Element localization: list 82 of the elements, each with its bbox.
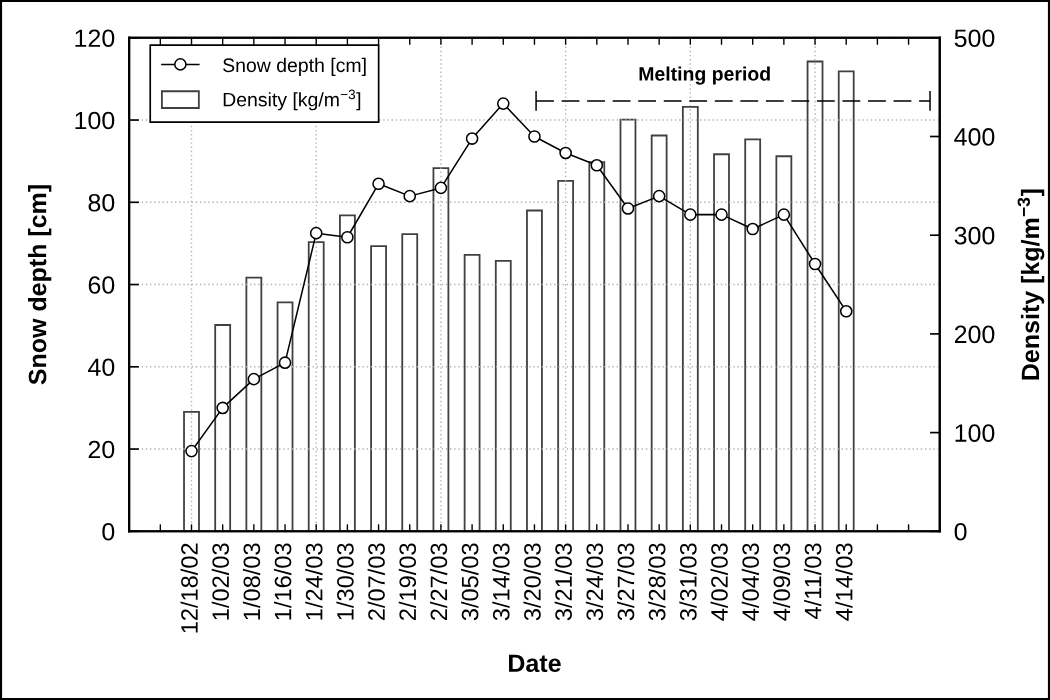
bar	[494, 259, 512, 532]
x-tick-label: 2/07/03	[367, 543, 385, 620]
bar	[650, 134, 668, 532]
y-tick-label: 40	[88, 358, 115, 377]
x-tick-label: 1/16/03	[274, 543, 292, 620]
x-tick-label: 2/27/03	[429, 543, 448, 620]
point	[185, 444, 198, 458]
y2-tick-label: 300	[954, 226, 995, 245]
y2-tick-label: 200	[954, 325, 995, 344]
point	[590, 158, 604, 172]
y-tick-label: 20	[88, 440, 115, 459]
point	[496, 97, 510, 110]
x-tick-label: 3/31/03	[679, 543, 697, 621]
bar	[837, 70, 855, 532]
bar	[619, 118, 637, 532]
point	[839, 304, 853, 318]
point	[528, 130, 541, 143]
y-axis-title: Snow depth [cm]	[28, 185, 52, 385]
bar	[245, 276, 263, 532]
point	[216, 401, 230, 415]
x-tick-label: 4/04/03	[741, 543, 760, 621]
legend-label: Snow depth [cm]	[223, 57, 366, 76]
point	[777, 208, 791, 221]
point	[309, 226, 323, 240]
x-tick-label: 12/18/02	[180, 543, 198, 633]
annotation: Melting period	[639, 66, 770, 85]
x-tick-label: 1/30/03	[336, 543, 354, 620]
point	[247, 372, 261, 386]
y-tick-label: 100	[75, 111, 115, 130]
y2-tick-label: 0	[954, 522, 967, 541]
x-tick-label: 3/24/03	[585, 543, 604, 621]
y-tick-label: 80	[88, 193, 115, 212]
legend-label: Density [kg/m$^{−3}$]	[223, 89, 361, 111]
x-tick-label: 3/28/03	[648, 543, 666, 621]
bar	[183, 410, 200, 532]
point	[372, 177, 385, 191]
bar	[214, 324, 232, 532]
bar	[526, 209, 543, 532]
x-tick-label: 4/02/03	[710, 543, 728, 621]
y-tick-label: 0	[102, 522, 115, 541]
bar	[339, 214, 356, 532]
point	[465, 132, 479, 145]
y-tick-label: 120	[75, 29, 115, 48]
bar	[775, 155, 793, 532]
y2-axis-title: Density [kg/m$^{−3}$]	[1017, 189, 1045, 380]
x-tick-label: 3/05/03	[461, 543, 479, 621]
x-tick-label: 3/14/03	[492, 543, 510, 621]
point	[278, 356, 292, 370]
x-tick-label: 1/08/03	[242, 543, 261, 620]
y-tick-label: 60	[88, 276, 115, 294]
x-tick-label: 4/14/03	[835, 543, 853, 621]
x-tick-label: 4/11/03	[804, 543, 822, 619]
bar	[432, 167, 450, 532]
bar	[744, 138, 762, 532]
y2-tick-label: 100	[955, 424, 995, 442]
point	[403, 189, 417, 203]
bar	[276, 301, 294, 532]
x-tick-label: 1/24/03	[305, 543, 323, 620]
bar	[806, 60, 824, 532]
bar	[370, 245, 387, 532]
point	[652, 189, 666, 203]
point	[684, 208, 697, 221]
point	[746, 222, 760, 236]
bar	[713, 153, 730, 532]
point	[808, 257, 822, 271]
x-tick-label: 4/09/03	[772, 543, 791, 621]
x-tick-label: 1/02/03	[211, 543, 230, 620]
y2-tick-label: 500	[954, 29, 995, 48]
x-tick-label: 3/20/03	[523, 543, 541, 621]
point	[434, 181, 448, 195]
x-tick-label: 2/19/03	[398, 543, 417, 620]
point	[341, 230, 354, 244]
x-tick-label: 3/21/03	[554, 543, 572, 621]
x-tick-label: 3/27/03	[616, 543, 635, 621]
point	[715, 208, 728, 221]
y2-tick-label: 400	[954, 128, 995, 146]
x-axis-title: Date	[509, 654, 561, 673]
point	[559, 146, 572, 160]
bar	[401, 233, 419, 532]
bar	[588, 161, 606, 532]
point	[621, 202, 635, 215]
bar	[463, 254, 481, 532]
